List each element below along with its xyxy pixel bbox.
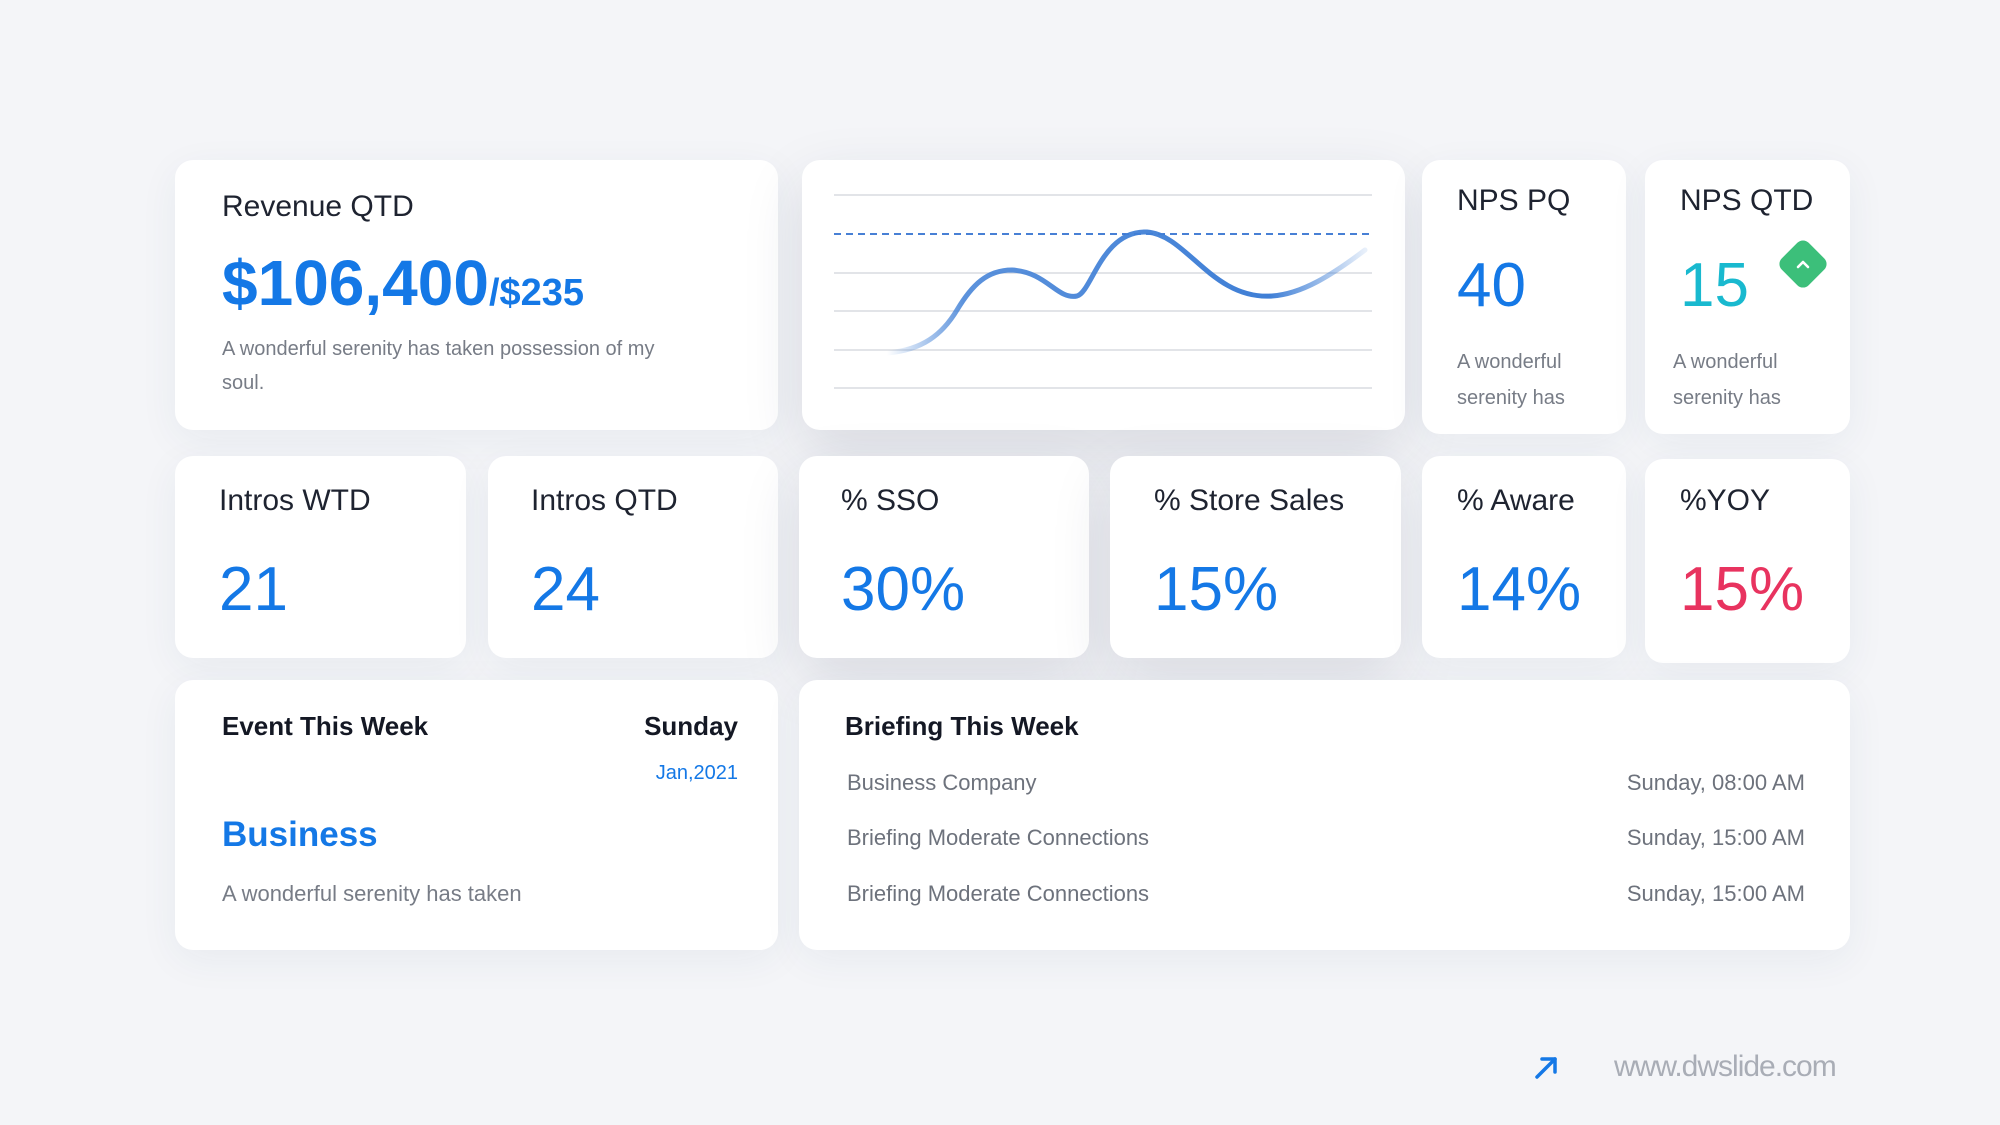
- nps-pq-description: A wonderful serenity has: [1457, 351, 1565, 409]
- revenue-description: A wonderful serenity has taken possessio…: [222, 338, 655, 394]
- nps-pq-value: 40: [1457, 251, 1526, 320]
- nps-qtd-title: NPS QTD: [1680, 184, 1814, 217]
- trend-chart: [834, 194, 1372, 389]
- trend-up-badge: [1776, 237, 1830, 291]
- metric-card-store-sales: % Store Sales 15%: [1110, 456, 1401, 658]
- event-description: A wonderful serenity has taken: [222, 881, 522, 906]
- metric-card-sso: % SSO 30%: [799, 456, 1089, 658]
- metric-title: % SSO: [841, 484, 940, 517]
- briefing-row: Briefing Moderate Connections Sunday, 15…: [847, 825, 1805, 855]
- briefing-row-name: Business Company: [847, 770, 1037, 795]
- metric-title: %YOY: [1680, 484, 1771, 517]
- metric-value: 15%: [1154, 555, 1279, 624]
- event-card: Event This Week Sunday Jan,2021 Business…: [175, 680, 778, 950]
- chart-series-line: [884, 229, 1368, 356]
- revenue-title: Revenue QTD: [222, 190, 414, 223]
- metric-value: 21: [219, 555, 288, 624]
- nps-qtd-card: NPS QTD 15 A wonderful serenity has: [1645, 160, 1850, 434]
- trend-chart-card: [802, 160, 1405, 430]
- nps-pq-title: NPS PQ: [1457, 184, 1571, 217]
- event-date: Jan,2021: [655, 762, 738, 784]
- metric-title: Intros WTD: [219, 484, 371, 517]
- briefing-row-time: Sunday, 08:00 AM: [1626, 770, 1805, 795]
- briefing-row: Business Company Sunday, 08:00 AM: [847, 770, 1805, 800]
- metric-card-aware: % Aware 14%: [1422, 456, 1626, 658]
- nps-qtd-value: 15: [1680, 251, 1749, 320]
- nps-pq-card: NPS PQ 40 A wonderful serenity has: [1422, 160, 1626, 434]
- metric-title: % Aware: [1457, 484, 1575, 517]
- briefing-heading: Briefing This Week: [845, 711, 1079, 741]
- metric-value: 30%: [841, 555, 966, 624]
- metric-title: Intros QTD: [531, 484, 678, 517]
- nps-qtd-description: A wonderful serenity has: [1673, 351, 1781, 409]
- revenue-sub-amount: /$235: [488, 272, 585, 314]
- event-name: Business: [222, 815, 378, 854]
- event-heading: Event This Week: [222, 711, 429, 741]
- briefing-card: Briefing This Week Business Company Sund…: [799, 680, 1850, 950]
- revenue-card: Revenue QTD $106,400/$235 A wonderful se…: [175, 160, 778, 430]
- revenue-amount: $106,400: [222, 247, 489, 319]
- revenue-amount-group: $106,400/$235: [222, 246, 584, 320]
- briefing-row: Briefing Moderate Connections Sunday, 15…: [847, 881, 1805, 911]
- metric-title: % Store Sales: [1154, 484, 1345, 517]
- arrow-up-right-icon: [1535, 1057, 1557, 1079]
- metric-card-yoy: %YOY 15%: [1645, 459, 1850, 663]
- metric-card-intros-qtd: Intros QTD 24: [488, 456, 778, 658]
- event-day: Sunday: [644, 711, 738, 741]
- metric-card-intros-wtd: Intros WTD 21: [175, 456, 466, 658]
- metric-value: 15%: [1680, 555, 1805, 624]
- briefing-row-name: Briefing Moderate Connections: [847, 825, 1150, 850]
- briefing-row-time: Sunday, 15:00 AM: [1626, 825, 1805, 850]
- chevron-up-icon: [1796, 260, 1810, 269]
- metric-value: 24: [531, 555, 600, 624]
- footer-url[interactable]: www.dwslide.com: [1614, 1050, 1837, 1083]
- briefing-row-time: Sunday, 15:00 AM: [1626, 881, 1805, 906]
- metric-value: 14%: [1457, 555, 1582, 624]
- briefing-row-name: Briefing Moderate Connections: [847, 881, 1150, 906]
